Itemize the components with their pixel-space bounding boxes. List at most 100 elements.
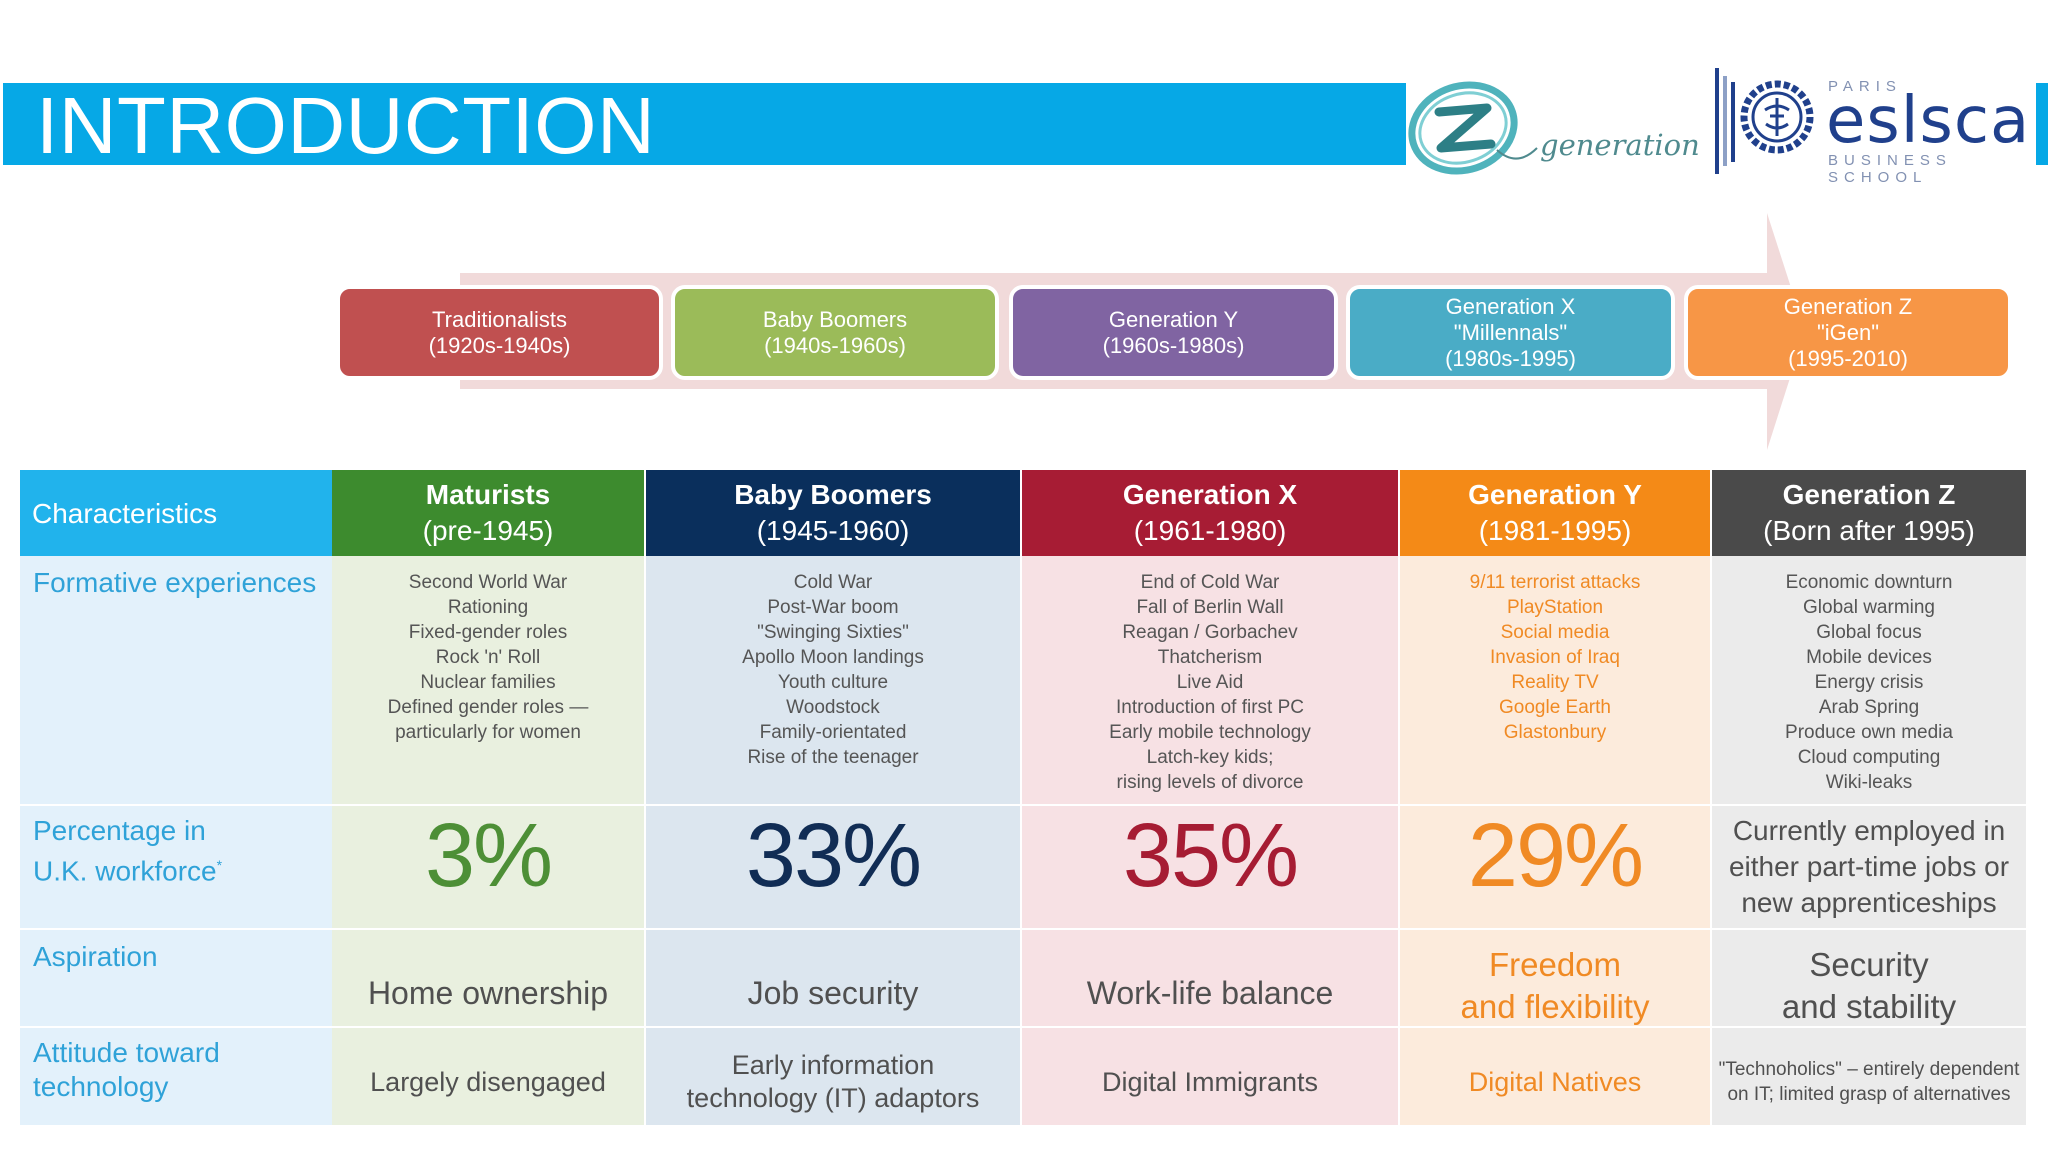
column-header-name: Baby Boomers <box>734 479 932 510</box>
column-background <box>332 556 644 1125</box>
technology-attitude: Largely disengaged <box>332 1040 644 1124</box>
formative-item: Invasion of Iraq <box>1490 647 1620 668</box>
aspiration-line: Security <box>1809 946 1929 983</box>
formative-item: Early mobile technology <box>1109 722 1311 743</box>
title-bar: INTRODUCTION <box>3 81 1406 170</box>
column-header-name: Maturists <box>425 479 551 510</box>
formative-item: PlayStation <box>1506 597 1604 618</box>
column-header-name: Generation X <box>1122 479 1298 510</box>
column-generation-y: Generation Y (1981-1995) 9/11 terrorist at… <box>1400 470 1710 1125</box>
column-header-period: (Born after 1995) <box>1763 515 1975 546</box>
aspiration-line: and stability <box>1781 988 1957 1025</box>
technology-attitude: Digital Natives <box>1400 1040 1710 1124</box>
column-background <box>1400 556 1710 1125</box>
characteristics-table: Characteristics Formative experiences Pe… <box>20 470 2026 1125</box>
title-bar-end <box>2036 83 2048 165</box>
workforce-percentage: 33% <box>745 806 922 906</box>
row-divider <box>20 804 2026 806</box>
aspiration: Security and stability <box>1712 938 2026 1034</box>
formative-item: Wiki-leaks <box>1825 772 1913 793</box>
eslsca-logo-name: eslsca <box>1826 84 2031 158</box>
technology-attitude: Digital Immigrants <box>1022 1040 1398 1124</box>
formative-item: particularly for women <box>395 722 581 743</box>
generation-name: Generation X <box>1445 293 1576 319</box>
aspiration-line: and flexibility <box>1460 988 1650 1025</box>
row-label-percentage-line2: U.K. workforce* <box>33 855 223 887</box>
technology-attitude: Early information technology (IT) adaptor… <box>646 1040 1020 1124</box>
formative-item: Woodstock <box>786 697 880 718</box>
row-label-aspiration: Aspiration <box>33 941 158 972</box>
row-label-attitude-line1: Attitude toward <box>33 1037 220 1068</box>
formative-item: Social media <box>1500 622 1610 643</box>
aspiration-line: Home ownership <box>367 974 609 1011</box>
technology-line: Digital Natives <box>1468 1066 1642 1097</box>
generation-nickname: "Millennals" <box>1453 319 1568 345</box>
generation-years: (1995-2010) <box>1788 345 1908 371</box>
formative-item: Global focus <box>1816 622 1922 643</box>
generation-box-generation-y: Generation Y (1960s-1980s) <box>1009 285 1338 380</box>
formative-item: Rise of the teenager <box>747 747 919 768</box>
formative-item: Post-War boom <box>767 597 899 618</box>
row-label-attitude: Attitude toward technology <box>33 1036 220 1104</box>
technology-attitude: "Technoholics" – entirely dependent on IT… <box>1712 1040 2026 1124</box>
column-header-name: Generation Y <box>1468 479 1642 510</box>
formative-item: Cloud computing <box>1797 747 1941 768</box>
generation-nickname: "iGen" <box>1816 319 1880 345</box>
column-background <box>646 556 1020 1125</box>
workforce-text-line: new apprenticeships <box>1741 887 1997 918</box>
generation-name: Baby Boomers <box>762 306 908 332</box>
formative-item: Latch-key kids; <box>1146 747 1274 768</box>
formative-experiences: Cold War Post-War boom "Swinging Sixties" A… <box>646 570 1020 770</box>
characteristics-header: Characteristics <box>20 470 332 556</box>
generation-name: Generation Z <box>1783 293 1913 319</box>
column-header: Generation X (1961-1980) <box>1022 470 1398 556</box>
formative-item: Mobile devices <box>1806 647 1932 668</box>
generation-box-traditionalists: Traditionalists (1920s-1940s) <box>336 285 663 380</box>
generation-years: (1960s-1980s) <box>1102 332 1245 358</box>
formative-item: Global warming <box>1803 597 1935 618</box>
generation-box-generation-z: Generation Z "iGen" (1995-2010) <box>1684 285 2012 380</box>
z-generation-logo-text: generation <box>1540 128 1700 162</box>
formative-item: Reality TV <box>1511 672 1599 693</box>
formative-item: Economic downturn <box>1785 572 1953 593</box>
formative-item: Youth culture <box>777 672 889 693</box>
page-title: INTRODUCTION <box>36 81 656 170</box>
column-maturists: Maturists (pre-1945) Second World War Ratio… <box>332 470 644 1125</box>
workforce-percentage: 3% <box>424 806 553 906</box>
formative-item: Apollo Moon landings <box>742 647 924 668</box>
column-header-period: (1945-1960) <box>756 515 910 546</box>
technology-line: technology (IT) adaptors <box>686 1083 980 1113</box>
formative-item: Energy crisis <box>1814 672 1924 693</box>
row-label-formative: Formative experiences <box>33 567 317 598</box>
generation-name: Traditionalists <box>432 306 567 332</box>
column-header-period: (1981-1995) <box>1478 515 1632 546</box>
aspiration-line: Job security <box>747 974 919 1011</box>
technology-line: Digital Immigrants <box>1101 1066 1319 1097</box>
column-header-period: (1961-1980) <box>1133 515 1287 546</box>
formative-experiences: Economic downturn Global warming Global fo… <box>1712 570 2026 795</box>
aspiration: Work-life balance <box>1022 950 1398 1036</box>
formative-item: Family-orientated <box>759 722 907 743</box>
generation-years: (1940s-1960s) <box>764 332 906 358</box>
formative-experiences: 9/11 terrorist attacks PlayStation Social … <box>1400 570 1710 745</box>
formative-item: Fixed-gender roles <box>408 622 568 643</box>
formative-item: Arab Spring <box>1818 697 1920 718</box>
generation-years: (1920s-1940s) <box>428 332 571 358</box>
label-column-background <box>20 556 332 1125</box>
column-background <box>1712 556 2026 1125</box>
eslsca-logo-subtitle: BUSINESS SCHOOL <box>1828 152 1952 186</box>
technology-line: on IT; limited grasp of alternatives <box>1727 1084 2011 1105</box>
formative-item: Introduction of first PC <box>1116 697 1304 718</box>
aspiration: Job security <box>646 950 1020 1036</box>
formative-item: Produce own media <box>1785 722 1953 743</box>
formative-item: Thatcherism <box>1157 647 1263 668</box>
generation-name: Generation Y <box>1108 306 1239 332</box>
characteristics-header-label: Characteristics <box>32 498 218 529</box>
aspiration: Freedom and flexibility <box>1400 938 1710 1034</box>
row-divider <box>20 928 2026 930</box>
z-generation-logo <box>1408 81 1538 175</box>
formative-item: "Swinging Sixties" <box>757 622 909 643</box>
aspiration: Home ownership <box>332 950 644 1036</box>
formative-item: Rationing <box>447 597 529 618</box>
column-baby-boomers: Baby Boomers (1945-1960) Cold War Post-War … <box>646 470 1020 1125</box>
